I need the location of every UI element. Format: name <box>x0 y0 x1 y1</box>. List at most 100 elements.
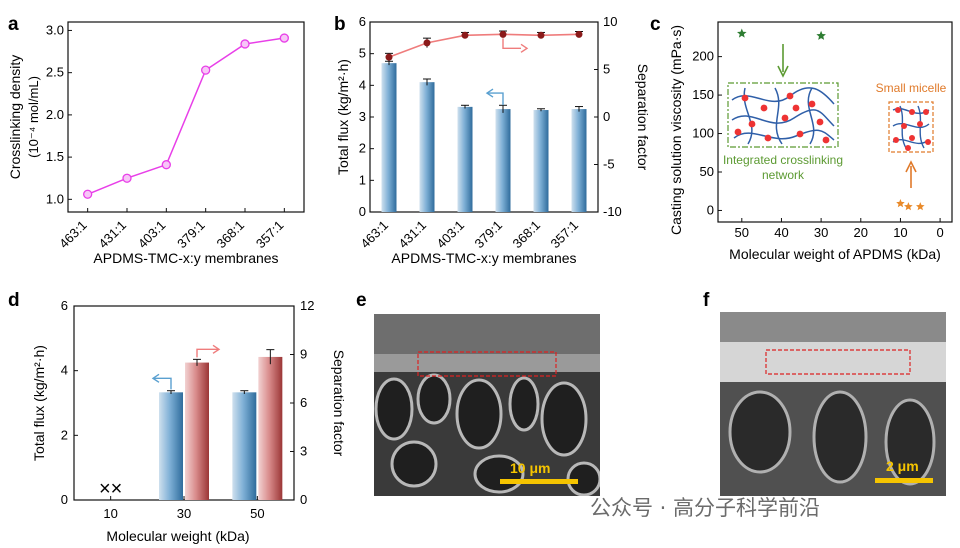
y-tick-label: 3 <box>359 109 366 124</box>
separation-factor-bar <box>185 362 209 500</box>
data-point <box>122 173 132 183</box>
crosslink-node <box>781 114 789 122</box>
network-box <box>727 82 839 148</box>
x-tick-label: 379:1 <box>174 218 208 252</box>
left-axis-arrowhead <box>485 88 494 98</box>
y2-tick-label: 6 <box>300 395 307 410</box>
y2-tick-label: 3 <box>300 444 307 459</box>
data-point-star <box>896 199 905 208</box>
polymer-chain <box>743 87 753 145</box>
polymer-chain <box>733 129 835 141</box>
plot-frame-a <box>67 21 305 213</box>
y-tick-label: 3.0 <box>46 22 64 37</box>
polymer-chain <box>731 109 835 127</box>
panel-letter-a: a <box>8 14 19 35</box>
x-tick-label: 0 <box>936 225 943 240</box>
x-tick-label: 50 <box>250 506 264 521</box>
x-tick-label: 10 <box>103 506 117 521</box>
crosslink-node <box>741 94 749 102</box>
sf-point <box>575 30 583 38</box>
crosslink-node <box>816 118 824 126</box>
x-tick-label: 368:1 <box>510 218 544 252</box>
polymer-chain <box>807 87 815 145</box>
y-tick-label: 100 <box>692 126 714 141</box>
y2-axis-label: Separation factor <box>331 350 347 457</box>
sem-f-background <box>720 312 946 342</box>
sem-image-e: 10 μm <box>374 314 600 496</box>
y-tick-label: 4 <box>359 77 366 92</box>
sf-point <box>385 53 393 61</box>
x-tick-label: 50 <box>735 225 749 240</box>
y-tick-label: 0 <box>359 204 366 219</box>
x-tick-label: 403:1 <box>135 218 169 252</box>
right-axis-arrowhead <box>520 43 529 53</box>
sem-e-background <box>374 314 600 354</box>
crosslink-node <box>748 120 756 128</box>
x-tick-label: 30 <box>177 506 191 521</box>
x-tick-label: 357:1 <box>253 218 287 252</box>
x-tick-label: 368:1 <box>214 218 248 252</box>
y-axis-label: Total flux (kg/m²·h) <box>335 59 351 175</box>
y-tick-label: 2.0 <box>46 107 64 122</box>
left-axis-arrow <box>153 377 172 390</box>
y-tick-label: 2 <box>359 141 366 156</box>
micelle-node <box>905 145 911 151</box>
panel-letter-e: e <box>356 290 367 311</box>
plot-frame-b <box>369 21 599 213</box>
panel-letter-f: f <box>703 290 710 311</box>
y-axis-label-line2: (10⁻⁴ mol/mL) <box>26 76 41 158</box>
flux-bar <box>533 110 549 212</box>
sem-f-highlight-box <box>765 349 911 375</box>
sf-point <box>461 31 469 39</box>
sem-e-highlight-box <box>417 351 557 377</box>
sem-e-scale-label: 10 μm <box>510 460 551 476</box>
plot-frame-c <box>717 21 953 223</box>
series-line <box>87 37 285 195</box>
micelle-chain <box>917 105 925 149</box>
micelle-node <box>901 123 907 129</box>
micelle-node <box>909 109 915 115</box>
flux-bar <box>457 106 473 212</box>
right-axis-arrow <box>196 348 219 358</box>
x-tick-label: 20 <box>854 225 868 240</box>
panel-letter-c: c <box>650 14 661 35</box>
left-axis-arrow <box>487 92 504 106</box>
y-axis-label-line1: Crosslinking density <box>7 55 23 180</box>
flux-bar <box>159 392 183 500</box>
data-point-star <box>916 202 925 211</box>
y2-tick-label: 5 <box>603 62 610 77</box>
annotation-network-line1: Integrated crosslinking <box>723 153 843 167</box>
network-arrow-head <box>777 65 789 78</box>
crosslink-node <box>734 128 742 136</box>
data-point <box>161 160 171 170</box>
sem-f-skin-layer <box>720 342 946 382</box>
x-tick-label: 357:1 <box>548 218 582 252</box>
y-tick-label: 4 <box>61 363 68 378</box>
micelle-node <box>917 121 923 127</box>
y-tick-label: 1.5 <box>46 149 64 164</box>
data-point <box>83 189 93 199</box>
chart-b: 0 1 2 3 4 5 6 -10 -5 0 5 10 463:1 431:1 403:1 379:1 368:… <box>335 14 651 266</box>
micelle-node <box>923 109 929 115</box>
panel-letter-d: d <box>8 290 20 311</box>
data-point <box>201 65 211 75</box>
sf-point <box>499 30 507 38</box>
x-axis-label: Molecular weight of APDMS (kDa) <box>729 246 941 262</box>
data-point <box>240 39 250 49</box>
micelle-box <box>888 101 934 153</box>
x-tick-label: 463:1 <box>358 218 392 252</box>
y2-axis-label: Separation factor <box>635 64 651 171</box>
x-tick-label: 431:1 <box>96 218 130 252</box>
chart-a: 1.0 1.5 2.0 2.5 3.0 463:1 431:1 403:1 379:1 368:1… <box>7 21 305 266</box>
micelle-node <box>909 135 915 141</box>
annotation-network-line2: network <box>762 168 805 182</box>
x-axis-label: APDMS-TMC-x:y membranes <box>93 250 278 266</box>
panel-letter-b: b <box>334 14 346 35</box>
micelle-node <box>925 139 931 145</box>
y-tick-label: 2 <box>61 427 68 442</box>
flux-bar <box>381 63 397 212</box>
watermark: 公众号 · 高分子科学前沿 <box>590 496 821 520</box>
sem-e-texture <box>374 314 600 496</box>
